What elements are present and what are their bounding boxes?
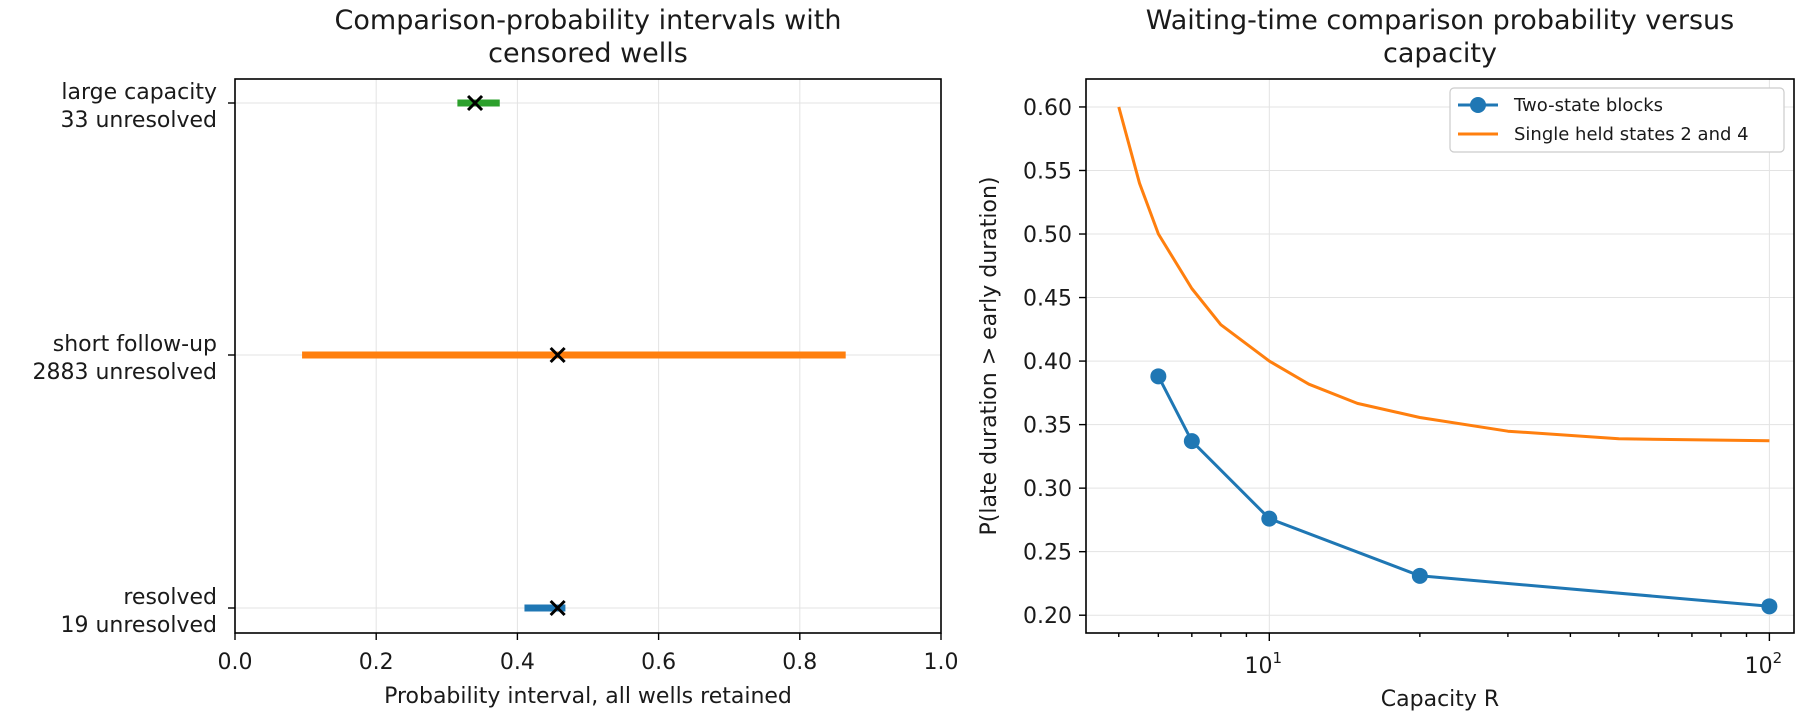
right-y-axis-label: P(late duration > early duration): [977, 177, 1002, 536]
series-point: [1183, 433, 1200, 450]
left-panel: Comparison-probability intervals with ce…: [32, 5, 958, 709]
series-point: [1150, 368, 1167, 385]
right-x-tick-label: 101: [1245, 649, 1283, 679]
legend-box: [1449, 87, 1785, 153]
legend-marker-two-state-blocks: [1470, 97, 1486, 113]
right-y-tick-label: 0.55: [1023, 159, 1072, 184]
right-y-tick-label: 0.20: [1023, 604, 1072, 629]
left-chart-title-line2: censored wells: [488, 38, 688, 69]
right-panel: Waiting-time comparison probability vers…: [977, 5, 1795, 712]
left-row-label-count: 19 unresolved: [60, 613, 217, 638]
right-y-tick-label: 0.40: [1023, 350, 1072, 375]
series-point: [1411, 567, 1428, 584]
series-line: [1117, 106, 1770, 443]
right-y-tick-label: 0.60: [1023, 96, 1072, 121]
right-x-tick-label: 102: [1745, 649, 1783, 679]
point-estimate-marker: [549, 346, 566, 364]
left-axes-frame: [234, 78, 942, 634]
left-x-tick-label: 0.2: [359, 650, 394, 675]
left-x-tick-label: 0.0: [218, 650, 253, 675]
right-y-tick-label: 0.30: [1023, 477, 1072, 502]
series-point: [1261, 510, 1278, 527]
right-y-tick-label: 0.35: [1023, 414, 1072, 439]
left-x-tick-label: 0.6: [641, 650, 676, 675]
left-interval-marks: [302, 94, 846, 617]
right-y-tick-label: 0.50: [1023, 223, 1072, 248]
left-axis-ticks: 0.0 0.2 0.4 0.6 0.8 1.0 large capacity 33 unres…: [32, 80, 958, 675]
right-axes-frame: [1085, 78, 1795, 634]
right-gridlines: [1086, 79, 1794, 633]
right-x-axis-label: Capacity R: [1381, 687, 1499, 712]
right-y-tick-label: 0.45: [1023, 287, 1072, 312]
legend: Two-state blocks Single held states 2 an…: [1449, 87, 1785, 153]
left-x-tick-label: 0.8: [782, 650, 817, 675]
point-estimate-marker: [466, 94, 484, 112]
left-chart-title-line1: Comparison-probability intervals with: [335, 5, 842, 36]
left-row-label-count: 2883 unresolved: [32, 360, 217, 385]
legend-label-two-state-blocks: Two-state blocks: [1513, 95, 1663, 116]
right-chart-title-line2: capacity: [1383, 38, 1497, 69]
right-axis-ticks: 0.20 0.25 0.30 0.35 0.40 0.45 0.50 0.55 0.60 101 1…: [1023, 96, 1782, 679]
left-x-axis-label: Probability interval, all wells retained: [384, 684, 792, 709]
left-row-label-name: large capacity: [61, 80, 217, 105]
left-row-label-name: resolved: [123, 585, 217, 610]
point-estimate-marker: [549, 599, 566, 617]
series-point: [1761, 598, 1778, 615]
right-series-marks: [1117, 106, 1778, 615]
right-y-tick-label: 0.25: [1023, 541, 1072, 566]
right-chart-title-line1: Waiting-time comparison probability vers…: [1146, 5, 1735, 36]
left-x-tick-label: 1.0: [924, 650, 959, 675]
left-x-tick-label: 0.4: [500, 650, 535, 675]
series-line: [1157, 375, 1770, 608]
left-row-label-name: short follow-up: [53, 332, 217, 357]
left-row-label-count: 33 unresolved: [60, 108, 217, 133]
legend-label-single-held-states: Single held states 2 and 4: [1514, 124, 1749, 145]
